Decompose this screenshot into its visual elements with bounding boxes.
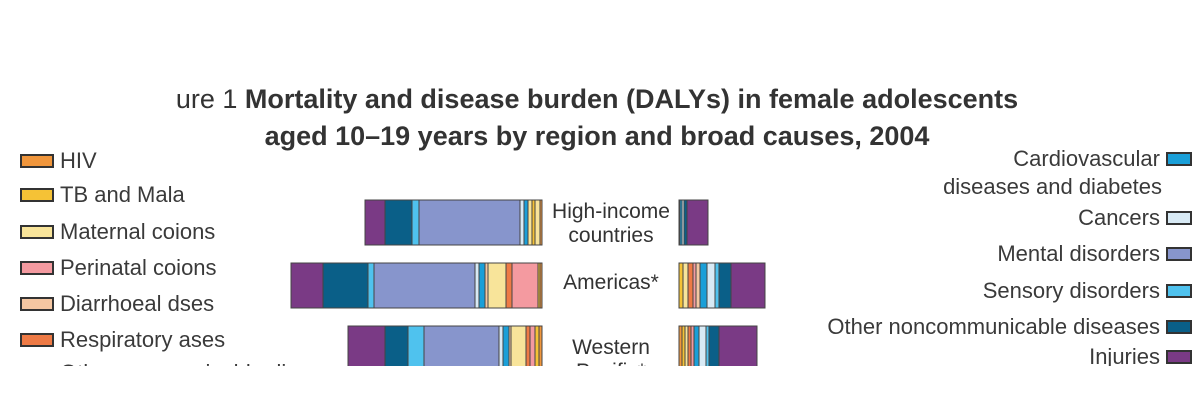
dalys-bar-segment (534, 325, 540, 372)
mortality-bar-segment (698, 325, 707, 372)
dalys-bar-segment (373, 262, 476, 309)
legend-item-left: Perinatal coions (20, 255, 217, 280)
legend-label: TB and Mala (60, 182, 185, 207)
chart-title-line1: ure 1 Mortality and disease burden (DALY… (0, 84, 1194, 115)
dalys-bar-segment (322, 262, 369, 309)
dalys-bar-segment (525, 325, 531, 372)
legend-swatch (1166, 247, 1192, 261)
mortality-bar-segment (706, 262, 716, 309)
legend-label: Injuries (1089, 344, 1160, 369)
mortality-bar-segment (708, 325, 720, 372)
mortality-bar-segment (693, 325, 700, 372)
legend-label: Cancers (1078, 205, 1160, 230)
title-main: Mortality and disease burden (DALYs) in … (244, 84, 1019, 114)
dalys-bar-segment (539, 199, 543, 246)
dalys-bar-segment (364, 199, 386, 246)
dalys-bar-segment (474, 262, 480, 309)
legend-swatch (20, 225, 54, 239)
dalys-bar-segment (423, 325, 500, 372)
legend-label: diseases and diabetes (943, 174, 1162, 199)
legend-item-right: Injuries (1089, 344, 1192, 369)
legend-label: Perinatal coions (60, 255, 217, 280)
dalys-bar-segment (510, 325, 527, 372)
mortality-bar-segment (730, 262, 766, 309)
dalys-bar-segment (502, 325, 510, 372)
legend-swatch (20, 297, 54, 311)
dalys-bar-segment (407, 325, 425, 372)
mortality-bar-segment (718, 262, 732, 309)
region-label-line: countries (568, 224, 654, 247)
legend-swatch (20, 154, 54, 168)
legend-item-right: diseases and diabetes (943, 174, 1162, 199)
dalys-bar-segment (478, 262, 486, 309)
legend-item-right: Other noncommunicable diseases (827, 314, 1192, 339)
dalys-bar-segment (290, 262, 324, 309)
legend-item-left: Maternal coions (20, 219, 216, 244)
legend-item-right: Mental disorders (997, 241, 1192, 266)
chart-title-line2: aged 10–19 years by region and broad cau… (264, 121, 930, 151)
region-label-line: Western (572, 336, 650, 359)
dalys-bar-segment (511, 262, 539, 309)
dalys-bar-segment (347, 325, 386, 372)
mortality-bar-segment (682, 262, 689, 309)
legend-label: Other noncommunicable diseases (827, 314, 1160, 339)
legend-item-right: Sensory disorders (982, 278, 1192, 303)
legend-label: HIV (60, 148, 97, 173)
legend-swatch (20, 333, 54, 347)
dalys-bar-segment (519, 199, 525, 246)
dalys-bar-segment (367, 262, 375, 309)
legend-swatch (1166, 284, 1192, 298)
dalys-bar-segment (418, 199, 521, 246)
region-label: Americas* (541, 271, 681, 295)
legend-label: Diarrhoeal dses (60, 291, 215, 316)
legend-label: Cardiovascular (1013, 146, 1160, 171)
legend-swatch (1166, 350, 1192, 364)
legend-item-left: HIV (20, 148, 97, 173)
mortality-bar-segment (686, 199, 709, 246)
dalys-bar-segment (498, 325, 504, 372)
dalys-bar-segment (529, 325, 536, 372)
legend-label: Respiratory ases (60, 327, 226, 352)
mortality-bar-segment (714, 262, 720, 309)
mortality-bar-segment (687, 262, 694, 309)
legend-swatch (20, 261, 54, 275)
region-label-line: Americas* (563, 271, 659, 294)
legend-swatch (20, 188, 54, 202)
region-label-line: High-income (552, 200, 670, 223)
dalys-bar-segment (411, 199, 420, 246)
mortality-bar-segment (699, 262, 708, 309)
dalys-bar-segment (505, 262, 513, 309)
title-prefix: ure 1 (175, 84, 238, 114)
legend-swatch (1166, 152, 1192, 166)
legend-label: Maternal coions (60, 219, 216, 244)
legend-label: Sensory disorders (982, 278, 1160, 303)
legend-item-left: Diarrhoeal dses (20, 291, 215, 316)
dalys-bar-segment (534, 199, 541, 246)
dalys-bar-segment (527, 199, 533, 246)
legend-item-left: TB and Mala (20, 182, 185, 207)
dalys-bar-segment (384, 199, 413, 246)
dalys-bar-segment (539, 262, 543, 309)
legend-swatch (1166, 320, 1192, 334)
mortality-bar-segment (695, 262, 701, 309)
bottom-crop (0, 366, 1194, 404)
region-label: High-income countries (541, 200, 681, 248)
legend-label: Mental disorders (997, 241, 1160, 266)
dalys-bar-segment (487, 262, 507, 309)
legend-item-right: Cardiovascular (1013, 146, 1192, 171)
mortality-bar-segment (718, 325, 758, 372)
dalys-bar-segment (384, 325, 409, 372)
legend-item-left: Respiratory ases (20, 327, 226, 352)
legend-item-right: Cancers (1078, 205, 1192, 230)
legend-swatch (1166, 211, 1192, 225)
dalys-bar-segment (523, 199, 529, 246)
